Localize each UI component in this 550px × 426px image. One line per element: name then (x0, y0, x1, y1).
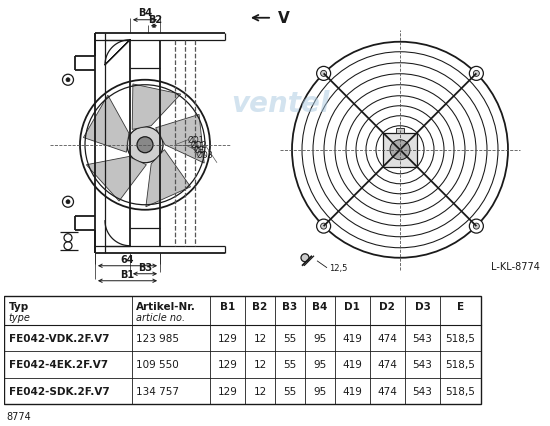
Text: 419: 419 (342, 386, 362, 396)
Text: 95: 95 (313, 334, 326, 343)
Text: 543: 543 (412, 386, 432, 396)
Text: ØD2: ØD2 (191, 141, 207, 150)
Polygon shape (132, 85, 181, 130)
Text: B4: B4 (312, 301, 327, 311)
Text: 134 757: 134 757 (136, 386, 179, 396)
Text: 518,5: 518,5 (446, 386, 475, 396)
Circle shape (317, 67, 331, 81)
Text: B3: B3 (282, 301, 298, 311)
Circle shape (127, 127, 163, 163)
Bar (396, 129, 404, 133)
Text: ØE: ØE (194, 146, 205, 155)
Text: D2: D2 (379, 301, 395, 311)
Text: ventel: ventel (231, 89, 329, 118)
Text: 12: 12 (254, 386, 267, 396)
Text: Artikel-Nr.: Artikel-Nr. (136, 301, 196, 311)
Text: 109 550: 109 550 (136, 360, 179, 370)
Text: ØD1: ØD1 (188, 136, 205, 145)
Text: 12: 12 (254, 334, 267, 343)
Text: B1: B1 (120, 269, 134, 279)
Text: B3: B3 (138, 262, 152, 272)
Text: 8774: 8774 (6, 411, 31, 420)
Text: 12,5: 12,5 (329, 264, 348, 273)
Circle shape (66, 200, 70, 204)
Circle shape (317, 219, 331, 233)
Text: 419: 419 (342, 360, 362, 370)
Text: E: E (457, 301, 464, 311)
Text: 518,5: 518,5 (446, 334, 475, 343)
Bar (4, 296, 481, 404)
Text: D3: D3 (415, 301, 431, 311)
Text: 129: 129 (218, 360, 238, 370)
Text: 474: 474 (377, 360, 397, 370)
Circle shape (474, 71, 480, 77)
Text: type: type (9, 312, 31, 322)
Circle shape (469, 67, 483, 81)
Text: 419: 419 (342, 334, 362, 343)
Text: 55: 55 (283, 386, 296, 396)
Text: B2: B2 (148, 15, 162, 25)
Text: 543: 543 (412, 360, 432, 370)
Circle shape (66, 78, 70, 83)
Text: 55: 55 (283, 334, 296, 343)
Circle shape (301, 254, 309, 262)
Text: 123 985: 123 985 (136, 334, 179, 343)
Text: FE042-SDK.2F.V7: FE042-SDK.2F.V7 (9, 386, 109, 396)
Polygon shape (84, 96, 129, 153)
Circle shape (469, 219, 483, 233)
Text: 95: 95 (313, 386, 326, 396)
Text: 55: 55 (283, 360, 296, 370)
Text: 64: 64 (120, 254, 134, 264)
Text: 474: 474 (377, 334, 397, 343)
Text: ØD3: ØD3 (197, 151, 213, 160)
Text: B2: B2 (252, 301, 268, 311)
Text: B1: B1 (220, 301, 235, 311)
Circle shape (137, 138, 153, 153)
Polygon shape (146, 150, 190, 207)
Text: 129: 129 (218, 334, 238, 343)
Text: L-KL-8774: L-KL-8774 (491, 261, 540, 271)
Text: FE042-4EK.2F.V7: FE042-4EK.2F.V7 (9, 360, 108, 370)
Text: 474: 474 (377, 386, 397, 396)
Circle shape (321, 71, 327, 77)
Text: 95: 95 (313, 360, 326, 370)
Circle shape (390, 141, 410, 160)
Text: D1: D1 (344, 301, 360, 311)
Text: B4: B4 (138, 8, 152, 18)
Text: FE042-VDK.2F.V7: FE042-VDK.2F.V7 (9, 334, 109, 343)
Polygon shape (86, 157, 146, 201)
Text: Typ: Typ (9, 301, 29, 311)
Text: 518,5: 518,5 (446, 360, 475, 370)
Text: V: V (278, 11, 290, 26)
Circle shape (474, 224, 480, 230)
Circle shape (321, 224, 327, 230)
Text: article no.: article no. (136, 312, 185, 322)
Text: 12: 12 (254, 360, 267, 370)
Bar (383, 133, 417, 167)
Polygon shape (156, 115, 204, 164)
Text: 543: 543 (412, 334, 432, 343)
Text: 129: 129 (218, 386, 238, 396)
